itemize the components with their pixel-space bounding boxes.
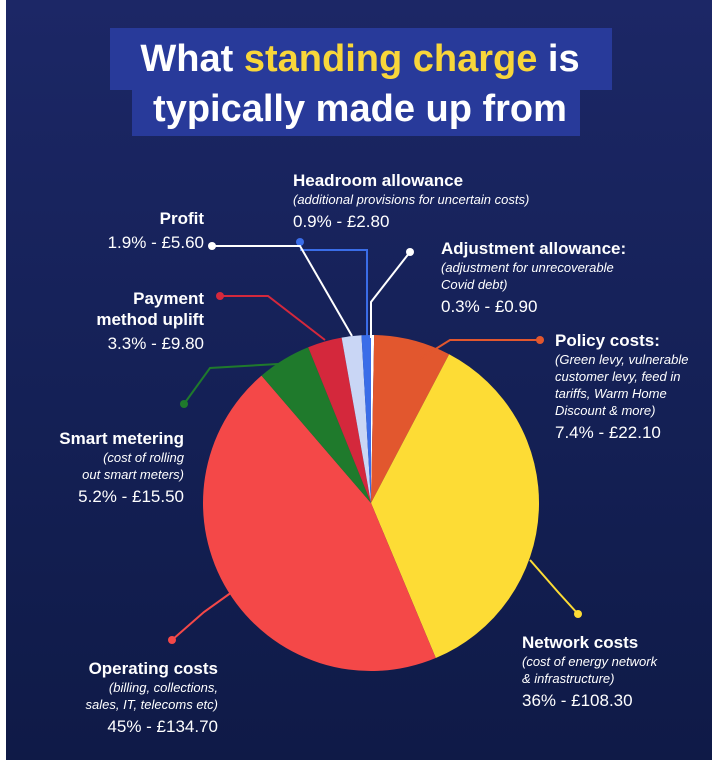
leader-dot-policy (536, 336, 544, 344)
label-network-name: Network costs (522, 633, 639, 652)
label-headroom-name: Headroom allowance (293, 171, 464, 190)
leader-lines (168, 238, 582, 644)
label-operating: Operating costs (billing, collections, s… (40, 658, 218, 738)
label-payment-name-1: Payment (133, 289, 204, 308)
leader-operating (171, 591, 233, 641)
pie-slice-headroom-allowance (361, 335, 371, 503)
label-policy-value: 7.4% - £22.10 (555, 423, 661, 442)
label-smart-name: Smart metering (59, 429, 184, 448)
label-network-note-1: (cost of energy network (522, 654, 658, 669)
label-policy: Policy costs: (Green levy, vulnerable cu… (555, 330, 688, 444)
leader-dot-profit (208, 242, 216, 250)
label-policy-note-1: (Green levy, vulnerable (555, 352, 689, 367)
label-payment-name-2: method uplift (96, 310, 204, 329)
leader-smart (183, 363, 279, 405)
leader-dot-payment (216, 292, 224, 300)
label-adjustment-note-1: (adjustment for unrecoverable (441, 260, 614, 275)
leader-dot-adjustment (406, 248, 414, 256)
label-operating-note-2: sales, IT, telecoms etc) (85, 697, 218, 712)
label-adjustment-note-2: Covid debt) (441, 277, 508, 292)
label-profit-name: Profit (159, 209, 204, 228)
title-box-line1 (110, 28, 612, 90)
label-operating-name: Operating costs (88, 659, 218, 678)
title-pre: What (140, 38, 244, 80)
leader-profit (212, 245, 353, 337)
label-headroom: Headroom allowance (additional provision… (293, 170, 529, 233)
label-network: Network costs (cost of energy network & … (522, 632, 657, 712)
label-policy-note-4: Discount & more) (555, 403, 656, 418)
leader-dot-smart (180, 400, 188, 408)
title-highlight: standing charge (243, 38, 538, 80)
leader-dot-network (574, 610, 582, 618)
leader-headroom (300, 249, 368, 340)
leader-adjustment (370, 251, 411, 338)
pie-slice-profit (341, 335, 371, 503)
label-adjustment: Adjustment allowance: (adjustment for un… (441, 238, 626, 318)
leader-dot-headroom (296, 238, 304, 246)
label-adjustment-value: 0.3% - £0.90 (441, 297, 538, 316)
pie-slice-policy-costs (371, 335, 450, 503)
label-adjustment-name: Adjustment allowance: (441, 239, 627, 258)
label-policy-note-2: customer levy, feed in (555, 369, 681, 384)
leader-dot-operating (168, 636, 176, 644)
pie-slice-adjustment-allowance (371, 335, 375, 503)
label-smart-note-1: (cost of rolling (103, 450, 184, 465)
pie-slice-smart-metering (261, 347, 371, 503)
label-smart: Smart metering (cost of rolling out smar… (24, 428, 184, 508)
pie-slice-operating-costs (203, 375, 436, 672)
pie-slice-payment-method-uplift (308, 337, 371, 503)
label-operating-note-1: (billing, collections, (108, 680, 218, 695)
label-policy-note-3: tariffs, Warm Home (555, 386, 667, 401)
label-profit: Profit 1.9% - £5.60 (80, 208, 204, 254)
leader-payment (220, 295, 326, 341)
title-post: is (537, 38, 580, 80)
label-headroom-value: 0.9% - £2.80 (293, 212, 390, 231)
label-policy-name: Policy costs: (555, 331, 660, 350)
label-network-note-2: & infrastructure) (522, 671, 615, 686)
label-headroom-note: (additional provisions for uncertain cos… (293, 192, 530, 207)
leader-network (529, 559, 579, 615)
leader-policy (417, 339, 540, 361)
label-operating-value: 45% - £134.70 (107, 717, 218, 736)
chart-title-line2: typically made up from (153, 88, 567, 130)
label-payment: Payment method uplift 3.3% - £9.80 (60, 288, 204, 355)
pie-slices (203, 335, 540, 672)
label-payment-value: 3.3% - £9.80 (107, 334, 204, 353)
label-smart-note-2: out smart meters) (82, 467, 184, 482)
title-box-line2 (132, 80, 580, 136)
label-smart-value: 5.2% - £15.50 (78, 487, 184, 506)
label-network-value: 36% - £108.30 (522, 691, 633, 710)
pie-slice-network-costs (371, 354, 540, 659)
chart-title-line1: What standing charge is (0, 36, 720, 82)
label-profit-value: 1.9% - £5.60 (107, 233, 204, 252)
